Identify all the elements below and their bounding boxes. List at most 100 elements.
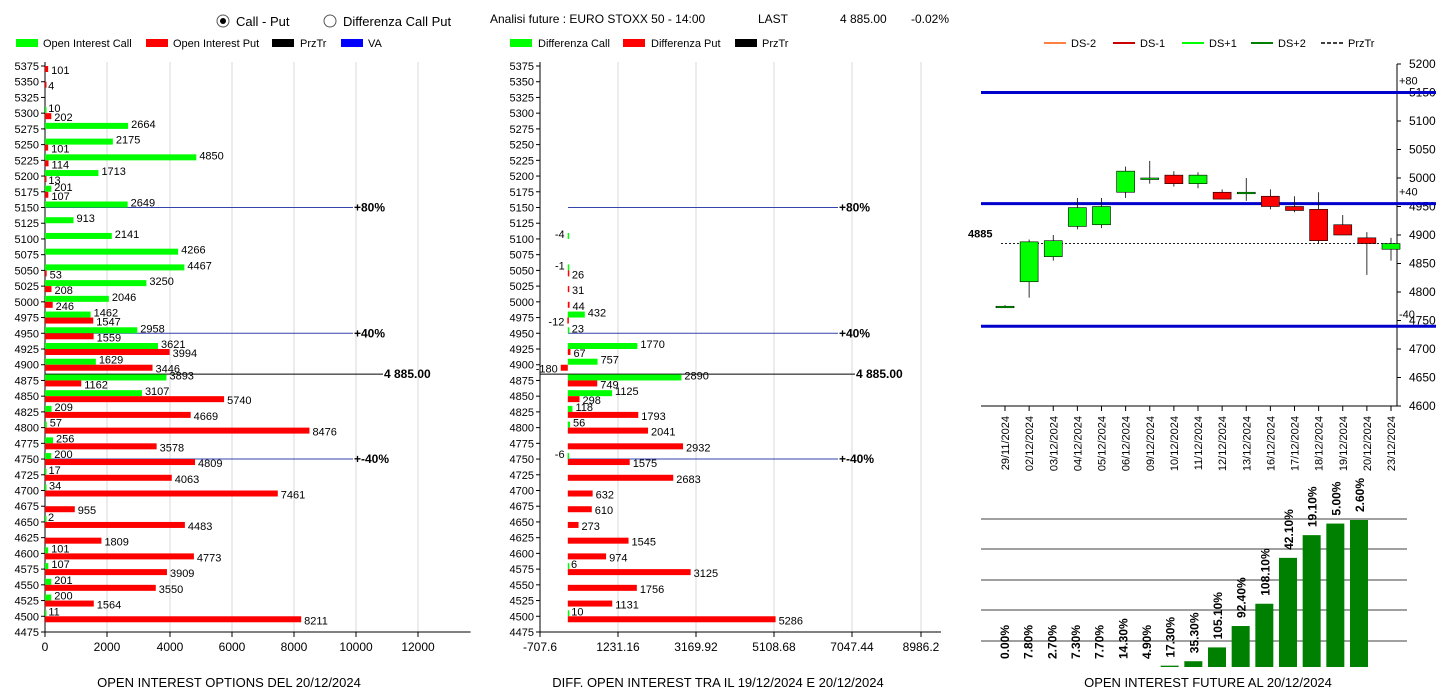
date-label: 17/12/2024 — [1290, 416, 1302, 471]
candle-body — [1236, 191, 1256, 195]
bar — [45, 358, 96, 365]
bar-label: 7461 — [281, 490, 305, 502]
bar — [45, 232, 112, 239]
y-tick-label: 5375 — [15, 61, 39, 73]
y-tick-label: 5000 — [1409, 171, 1436, 185]
bar — [567, 563, 570, 570]
bar — [567, 616, 776, 623]
bar-label: 44 — [573, 301, 585, 313]
radio-differenza[interactable]: Differenza Call Put — [323, 14, 452, 29]
candle-body — [1019, 241, 1039, 283]
bar-label: 432 — [588, 308, 606, 320]
bar-label: 3550 — [159, 584, 183, 596]
bar-label: 1559 — [97, 332, 121, 344]
y-tick-label: 4775 — [15, 438, 39, 450]
bar — [45, 374, 167, 381]
bar-label: 3994 — [173, 348, 197, 360]
future-bar — [1231, 626, 1250, 667]
bar-label: 1125 — [615, 386, 639, 398]
y-tick-label: 4800 — [510, 423, 534, 435]
bar — [567, 411, 639, 418]
y-tick-label: 4950 — [15, 328, 39, 340]
legend-oi-call: Open Interest Call — [43, 38, 132, 50]
bar-label: 8211 — [304, 615, 328, 627]
y-tick-label: 4975 — [15, 313, 39, 325]
bar-label: 632 — [596, 490, 614, 502]
bar — [567, 405, 573, 412]
bar — [567, 286, 570, 293]
bar — [567, 396, 580, 403]
x-tick-label: 0 — [42, 640, 49, 654]
marker-label: 4 885.00 — [384, 367, 431, 381]
y-tick-label: 4725 — [15, 470, 39, 482]
y-tick-label: 5350 — [510, 77, 534, 89]
bar-label: 56 — [573, 418, 585, 430]
date-label: 13/12/2024 — [1241, 416, 1253, 471]
bar-label: 749 — [600, 379, 618, 391]
bar-label: 2 — [48, 512, 54, 524]
marker-label: +80% — [839, 201, 870, 215]
bar — [45, 248, 179, 255]
y-tick-label: 4700 — [510, 486, 534, 498]
bar-label: 2890 — [684, 370, 708, 382]
y-tick-label: 4875 — [15, 375, 39, 387]
y-tick-label: 4850 — [510, 391, 534, 403]
bar-label: 23 — [572, 323, 584, 335]
bar — [567, 232, 570, 239]
bar-label: 1793 — [641, 411, 665, 423]
bar-label: 57 — [50, 418, 62, 430]
bar — [45, 138, 113, 145]
bar — [567, 301, 570, 308]
bar-label: 4809 — [198, 458, 222, 470]
future-bar-label: 2.60% — [1353, 478, 1367, 512]
bar — [45, 396, 225, 403]
y-tick-label: 5225 — [510, 155, 534, 167]
y-tick-label: 5275 — [510, 124, 534, 136]
bar — [45, 484, 47, 491]
y-tick-label: 4550 — [510, 580, 534, 592]
future-bar — [1184, 661, 1203, 667]
bar — [567, 311, 585, 318]
date-label: 23/12/2024 — [1386, 416, 1398, 471]
bar — [567, 537, 629, 544]
bar — [45, 217, 74, 224]
bar — [567, 459, 630, 466]
bar-label: 17 — [49, 465, 61, 477]
legend-diff-call: Differenza Call — [538, 38, 610, 50]
radio-call-put[interactable]: Call - Put — [216, 14, 290, 29]
y-tick-label: 5075 — [510, 250, 534, 262]
level-label: +40 — [1399, 187, 1418, 199]
y-tick-label: 4825 — [15, 407, 39, 419]
future-bar — [1302, 535, 1321, 667]
bar — [45, 474, 172, 481]
radio-differenza-label: Differenza Call Put — [343, 14, 452, 29]
marker-label: 4 885.00 — [856, 367, 903, 381]
x-tick-label: 8000 — [281, 640, 308, 654]
future-bar-label: 4.90% — [1140, 625, 1154, 659]
bar-label: 118 — [575, 402, 593, 414]
candle-body — [1164, 174, 1184, 184]
bar — [45, 349, 170, 355]
bar-label: 107 — [51, 559, 69, 571]
bar — [45, 301, 53, 308]
bar-label: 3107 — [145, 386, 169, 398]
y-tick-label: 5125 — [510, 218, 534, 230]
bar — [567, 380, 598, 387]
y-tick-label: 5375 — [510, 61, 534, 73]
bar — [45, 453, 52, 460]
y-tick-label: 5175 — [15, 187, 39, 199]
bar-label: 3893 — [169, 370, 193, 382]
bar-label: 1131 — [615, 600, 639, 612]
bar-label: -4 — [555, 229, 565, 241]
y-tick-label: 5125 — [15, 218, 39, 230]
future-bar — [1350, 520, 1368, 667]
date-label: 09/12/2024 — [1145, 416, 1157, 471]
future-bar-label: 7.70% — [1093, 625, 1107, 659]
bar — [45, 264, 185, 271]
y-tick-label: 5050 — [1409, 143, 1436, 157]
bar — [567, 358, 598, 365]
bar — [567, 474, 674, 481]
bar-label: 4467 — [187, 260, 211, 272]
candle-body — [1333, 224, 1353, 236]
bar-label: 10 — [48, 103, 60, 115]
